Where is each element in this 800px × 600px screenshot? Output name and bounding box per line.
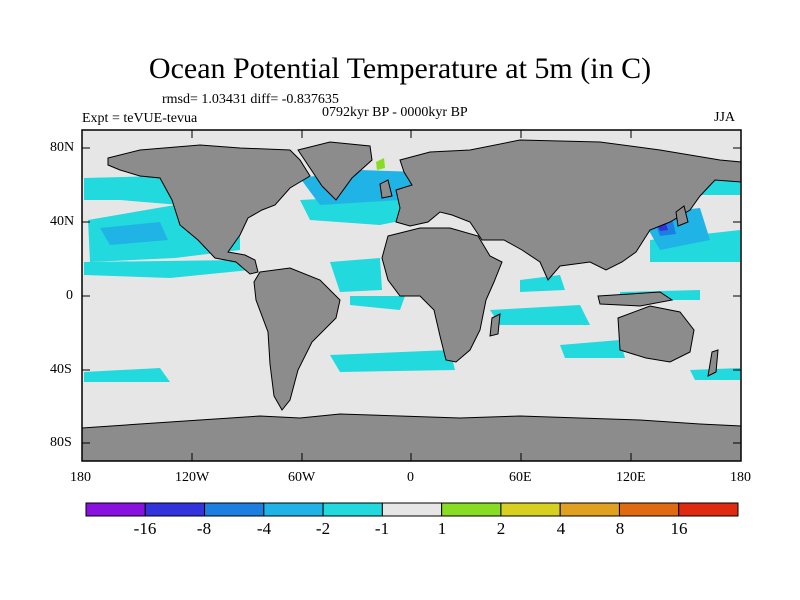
x-tick-label: 0 [407, 470, 414, 485]
y-tick-label: 80S [50, 435, 72, 450]
season-label: JJA [714, 110, 736, 125]
land-uk [379, 179, 393, 199]
anomaly-patch [376, 158, 385, 170]
anomaly-patch [330, 350, 455, 372]
x-tick-label: 180 [70, 470, 91, 485]
colorbar-swatch [204, 502, 265, 517]
anomaly-patch [84, 176, 180, 205]
land-africa [381, 227, 503, 363]
colorbar-swatch [678, 502, 739, 517]
anomaly-patch [520, 275, 565, 292]
colorbar-label: -4 [256, 519, 272, 538]
anomaly-patch [84, 260, 250, 278]
y-tick-label: 80N [50, 140, 75, 155]
colorbar-swatch [559, 502, 620, 517]
y-tick-label: 40S [50, 362, 72, 377]
colorbar-label: -2 [315, 519, 331, 538]
axis-ticks [82, 130, 741, 461]
land-masses [81, 139, 742, 462]
colorbar-label: -1 [374, 519, 390, 538]
land-south-america [253, 267, 341, 411]
colorbar-label: 4 [556, 519, 566, 538]
colorbar-swatch [85, 502, 146, 517]
x-tick-label: 180 [730, 470, 751, 485]
stats-text: rmsd= 1.03431 diff= -0.837635 [162, 92, 339, 107]
x-tick-label: 60W [288, 470, 316, 485]
land-japan [675, 205, 689, 227]
colorbar-swatch [322, 502, 383, 517]
colorbar-label: 2 [496, 519, 506, 538]
anomaly-patch [350, 296, 405, 310]
colorbar-label: 16 [670, 519, 688, 538]
land-new-zealand [707, 349, 719, 377]
land-madagascar [489, 313, 501, 337]
colorbar-label: 8 [615, 519, 625, 538]
land-indonesia [597, 291, 674, 307]
x-tick-label: 60E [509, 470, 532, 485]
colorbar-label: 1 [437, 519, 447, 538]
land-north-america [107, 144, 311, 275]
y-tick-label: 0 [66, 288, 73, 303]
land-eurasia [395, 139, 742, 281]
colorbar-swatch [441, 502, 502, 517]
colorbar-label: -16 [133, 519, 157, 538]
anomaly-patch [100, 222, 168, 245]
period-label: 0792kyr BP - 0000kyr BP [322, 105, 468, 120]
y-tick-label: 40N [50, 214, 75, 229]
colorbar-swatch [618, 502, 680, 517]
land-australia [617, 305, 695, 363]
anomaly-patch [690, 368, 740, 380]
x-tick-label: 120W [175, 470, 210, 485]
colorbar-label: -8 [196, 519, 212, 538]
map-title: Ocean Potential Temperature at 5m (in C) [148, 52, 652, 85]
land-greenland [297, 141, 373, 201]
colorbar-swatch [263, 502, 324, 517]
colorbar-swatch [381, 502, 443, 517]
colorbar [85, 502, 739, 517]
colorbar-swatch [144, 502, 206, 517]
anomaly-patch [560, 340, 625, 358]
colorbar-swatch [500, 502, 561, 517]
x-tick-label: 120E [616, 470, 646, 485]
experiment-label: Expt = teVUE-tevua [82, 111, 198, 126]
anomaly-patch [490, 305, 590, 325]
anomaly-patch [84, 368, 170, 382]
anomaly-patch [330, 258, 382, 292]
